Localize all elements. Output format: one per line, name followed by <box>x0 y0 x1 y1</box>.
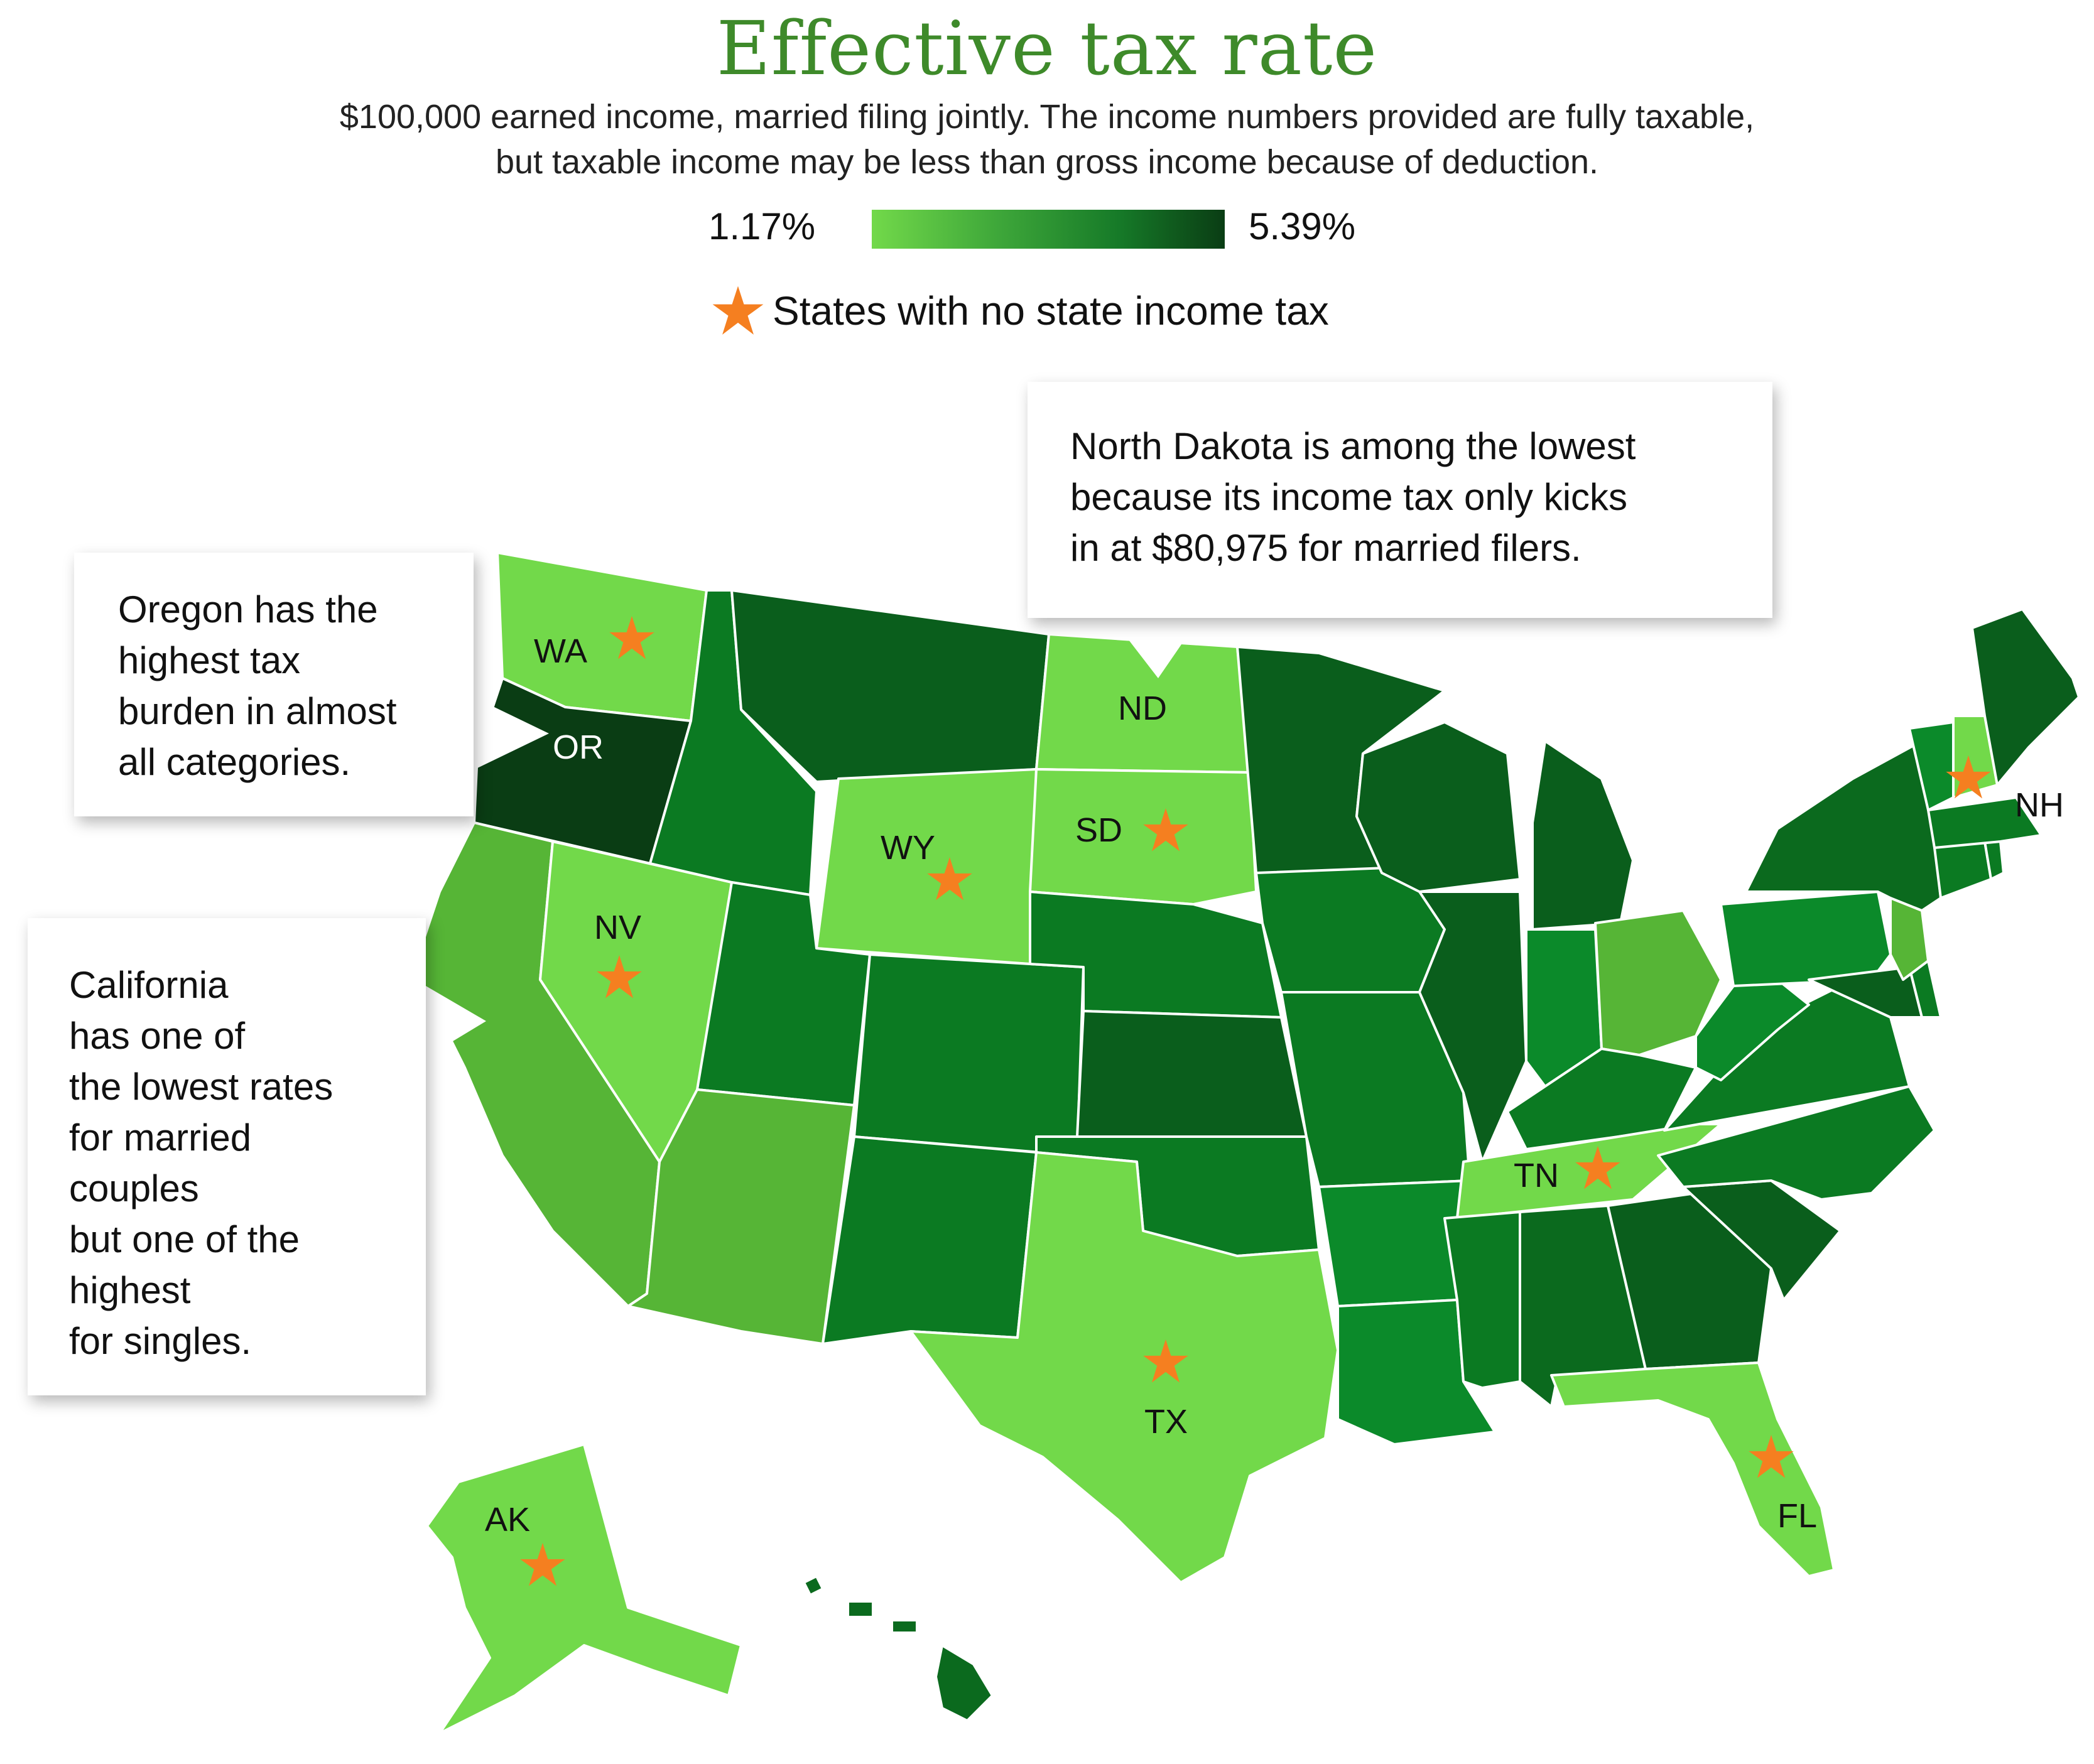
label-nd: ND <box>1118 690 1167 727</box>
label-wa: WA <box>534 632 587 670</box>
label-wy: WY <box>881 829 935 867</box>
state-ks <box>1076 1010 1308 1138</box>
state-ma <box>1927 796 2042 849</box>
state-pa <box>1720 890 1892 987</box>
scale-max-label: 5.39% <box>1249 205 1356 247</box>
state-ct <box>1933 840 1992 899</box>
callout-pointer-or <box>474 697 549 770</box>
label-or: OR <box>553 728 604 766</box>
callout-north-dakota-text: North Dakota is among the lowest because… <box>1070 425 1636 569</box>
subtitle-line-1: $100,000 earned income, married filing j… <box>339 98 1755 136</box>
label-tn: TN <box>1514 1157 1559 1194</box>
callout-california-text: California has one of the lowest rates f… <box>69 964 334 1362</box>
label-nh: NH <box>2015 786 2064 824</box>
state-wy <box>815 768 1038 965</box>
state-ny <box>1745 740 1942 912</box>
state-ga <box>1607 1192 1772 1370</box>
state-fl <box>1550 1361 1835 1577</box>
state-nc <box>1657 1085 1936 1201</box>
callout-north-dakota: North Dakota is among the lowest because… <box>1028 382 1772 618</box>
scale-min-label: 1.17% <box>708 205 816 247</box>
legend-label: States with no state income tax <box>773 288 1329 333</box>
legend: States with no state income tax <box>711 284 1329 338</box>
state-ar <box>1318 1179 1471 1307</box>
state-me <box>1971 608 2080 786</box>
label-tx: TX <box>1144 1403 1188 1441</box>
state-az <box>627 1088 855 1345</box>
subtitle: $100,000 earned income, married filing j… <box>0 94 2094 185</box>
star-icon <box>712 286 764 335</box>
subtitle-line-2: but taxable income may be less than gros… <box>495 143 1599 181</box>
state-il <box>1418 890 1527 1163</box>
label-fl: FL <box>1777 1497 1817 1535</box>
state-sd <box>1029 768 1257 906</box>
state-mi <box>1531 740 1634 931</box>
state-tx <box>909 1151 1339 1584</box>
state-hi <box>803 1575 994 1722</box>
state-co <box>853 953 1085 1157</box>
label-nv: NV <box>594 909 641 946</box>
state-ak <box>426 1443 742 1734</box>
callout-oregon: Oregon has the highest tax burden in alm… <box>74 553 474 816</box>
callout-oregon-text: Oregon has the highest tax burden in alm… <box>118 588 397 783</box>
label-ak: AK <box>485 1501 530 1539</box>
label-sd: SD <box>1075 811 1122 849</box>
state-wi <box>1355 721 1521 893</box>
color-scale-bar <box>872 210 1225 249</box>
callout-pointer-nd <box>1112 618 1200 678</box>
page-title: Effective tax rate <box>716 5 1378 92</box>
callout-pointer-ca <box>426 986 486 1058</box>
state-nm <box>822 1135 1038 1345</box>
callout-california: California has one of the lowest rates f… <box>28 918 426 1395</box>
